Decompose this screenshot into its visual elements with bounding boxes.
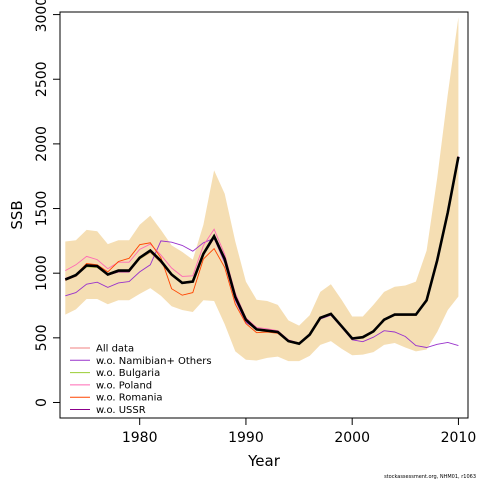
y-tick-label: 0 (34, 398, 50, 407)
legend-label: w.o. Poland (96, 380, 152, 391)
y-tick-label: 2000 (34, 126, 50, 162)
x-tick-label: 2010 (441, 430, 477, 446)
y-tick-label: 3000 (34, 0, 50, 32)
y-axis-title: SSB (8, 200, 26, 229)
x-tick-label: 1980 (122, 430, 158, 446)
x-tick-label: 2000 (334, 430, 370, 446)
legend-label: w.o. USSR (96, 405, 146, 416)
x-axis-title: Year (247, 452, 281, 470)
confidence-band (65, 17, 459, 362)
y-tick-label: 1500 (34, 191, 50, 227)
legend-label: All data (96, 344, 134, 355)
y-tick-label: 500 (34, 324, 50, 351)
legend-label: w.o. Romania (96, 393, 162, 404)
y-tick-label: 2500 (34, 61, 50, 97)
y-tick-label: 1000 (34, 255, 50, 291)
legend-label: w.o. Namibian+ Others (96, 356, 212, 367)
x-tick-label: 1990 (228, 430, 264, 446)
footer-credit: stockassessment.org, NHM01, r1063 (384, 474, 476, 480)
legend-label: w.o. Bulgaria (96, 368, 160, 379)
plot-frame (59, 11, 469, 419)
series-line-all-data-estimate (64, 156, 460, 346)
